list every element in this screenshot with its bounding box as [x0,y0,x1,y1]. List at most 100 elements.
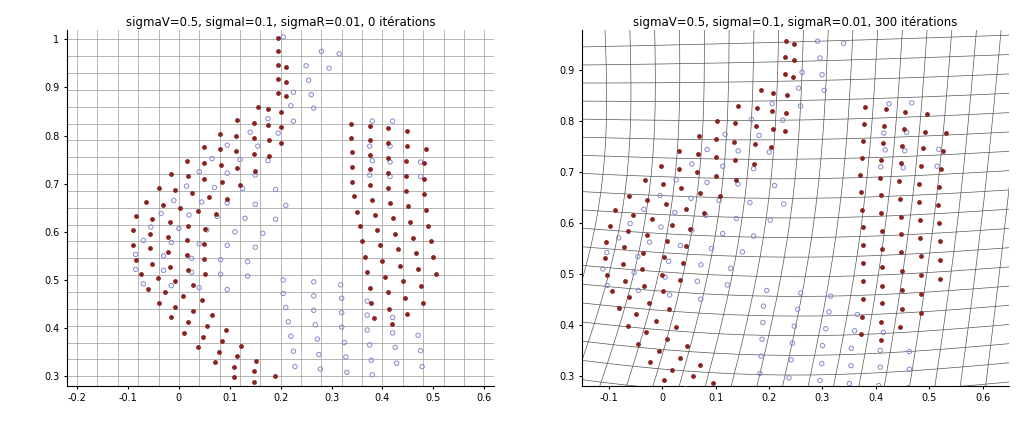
Point [678,243,694,249]
Point [363,357,379,364]
Point [675,259,691,266]
Point [140,285,157,292]
Point [847,327,863,334]
Point [777,70,793,77]
Point [708,154,724,161]
Point [162,219,178,226]
Point [374,257,390,264]
Point [619,228,636,234]
Point [344,149,360,156]
Point [629,341,646,348]
Point [343,134,359,141]
Point [814,360,830,367]
Point [191,284,207,291]
Point [650,347,666,354]
Point [663,221,680,228]
Point [852,172,868,179]
Point [212,162,229,169]
Point [180,267,197,274]
Point [260,115,276,122]
Point [639,232,655,239]
Point [232,181,248,188]
Point [160,248,176,255]
Point [730,148,747,154]
Point [871,175,888,181]
Point [416,191,433,198]
Point [349,208,366,215]
Point [895,165,912,171]
Point [150,300,167,307]
Point [870,382,887,389]
Point [247,201,264,208]
Point [180,173,197,180]
Point [364,118,380,125]
Point [690,151,707,158]
Point [364,196,380,203]
Point [334,309,350,316]
Point [764,126,781,132]
Point [226,363,242,370]
Point [384,314,401,321]
Point [827,20,844,27]
Point [247,167,264,174]
Point [268,216,284,223]
Point [125,241,141,248]
Point [415,299,432,306]
Point [778,22,794,29]
Point [183,269,200,276]
Point [853,331,869,338]
Point [246,379,263,385]
Point [913,234,929,241]
Point [854,154,870,161]
Point [183,255,200,262]
Point [387,344,404,351]
Point [698,179,715,186]
Point [427,271,444,278]
Point [392,262,409,269]
Point [412,283,428,290]
Point [379,125,396,132]
Point [678,205,694,212]
Point [152,210,169,217]
Point [894,142,911,149]
Point [744,116,760,123]
Point [742,199,758,206]
Point [167,278,183,285]
Point [172,204,188,211]
Point [219,196,236,203]
Point [877,123,893,130]
Point [399,172,415,179]
Point [789,306,805,313]
Point [636,206,652,213]
Point [362,123,378,129]
Point [835,40,852,47]
Point [775,117,791,124]
Point [746,160,762,167]
Point [855,241,871,248]
Point [598,249,615,256]
Point [249,143,266,150]
Point [416,176,433,182]
Point [611,234,627,241]
Point [196,255,212,262]
Point [872,364,889,371]
Point [913,271,929,278]
Point [333,282,349,288]
Point [913,291,929,298]
Point [306,105,322,112]
Point [394,278,411,285]
Point [874,140,891,147]
Point [653,223,670,230]
Point [896,148,913,154]
Point [684,161,700,167]
Point [901,348,918,355]
Point [178,183,195,190]
Point [876,329,892,336]
Point [369,226,385,233]
Point [194,297,210,304]
Point [816,87,832,94]
Point [755,303,771,310]
Point [642,359,658,366]
Point [777,54,793,61]
Point [672,354,688,361]
